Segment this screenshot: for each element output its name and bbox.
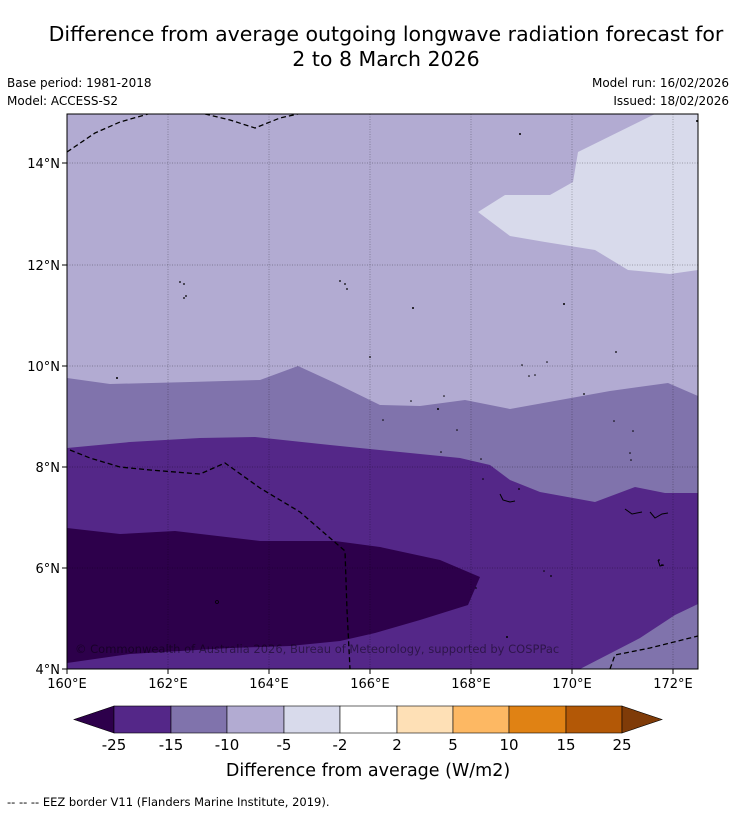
eez-border-lines <box>67 114 698 669</box>
eez-footnote: -- -- -- EEZ border V11 (Flanders Marine… <box>7 795 330 809</box>
lat-labels: 14°N 12°N 10°N 8°N 6°N 4°N <box>27 157 60 678</box>
meta-right: Model run: 16/02/2026 Issued: 18/02/2026 <box>592 74 729 110</box>
colorbar-tick-label: -5 <box>276 736 292 754</box>
band-minus15-minus10-south <box>580 604 698 669</box>
lat-label: 4°N <box>36 663 61 678</box>
colorbar-segment <box>508 705 567 734</box>
band-below-minus25 <box>67 528 480 663</box>
colorbar-tick-label: -15 <box>158 736 184 754</box>
map-frame <box>66 113 699 670</box>
colorbar-tick-label: -10 <box>214 736 240 754</box>
grid-lines <box>67 114 698 669</box>
lon-labels: 160°E 162°E 164°E 166°E 168°E 170°E 172°… <box>47 677 693 692</box>
colorbar-extend-low <box>73 705 115 734</box>
colorbar-segment <box>396 705 454 734</box>
colorbar-extend-high <box>621 705 663 734</box>
lon-label: 166°E <box>350 677 390 692</box>
meta-left: Base period: 1981-2018 Model: ACCESS-S2 <box>7 74 152 110</box>
lon-label: 168°E <box>451 677 491 692</box>
lat-label: 14°N <box>27 157 60 172</box>
colorbar-tick-label: -2 <box>332 736 348 754</box>
title-line-2: 2 to 8 March 2026 <box>292 47 480 71</box>
colorbar-segment <box>452 705 510 734</box>
atoll-outlines <box>499 493 669 567</box>
copyright-text: © Commonwealth of Australia 2026, Bureau… <box>75 642 559 656</box>
colorbar-tick-label: 25 <box>612 736 632 754</box>
colorbar-segment <box>339 705 398 734</box>
lon-label: 164°E <box>249 677 289 692</box>
colorbar-tick-label: 15 <box>556 736 576 754</box>
title-line-1: Difference from average outgoing longwav… <box>48 22 724 46</box>
band-minus5-minus2 <box>478 114 698 274</box>
colorbar-segment <box>565 705 623 734</box>
colorbar-tick-label: 2 <box>392 736 402 754</box>
model-text: Model: ACCESS-S2 <box>7 94 119 108</box>
forecast-field: © Commonwealth of Australia 2026, Bureau… <box>67 114 698 669</box>
issued-text: Issued: 18/02/2026 <box>613 94 729 108</box>
lat-label: 12°N <box>27 259 60 274</box>
map-title: Difference from average outgoing longwav… <box>0 22 736 72</box>
lon-label: 160°E <box>47 677 87 692</box>
colorbar <box>73 705 663 734</box>
island-markers <box>116 120 698 638</box>
colorbar-tick-label: 5 <box>448 736 458 754</box>
lat-label: 10°N <box>27 360 60 375</box>
lon-ticks <box>66 669 674 674</box>
colorbar-segment <box>170 705 228 734</box>
lon-label: 170°E <box>552 677 592 692</box>
lon-label: 162°E <box>148 677 188 692</box>
lat-label: 8°N <box>36 461 61 476</box>
lat-ticks <box>62 162 67 670</box>
model-run-text: Model run: 16/02/2026 <box>591 76 729 90</box>
colorbar-tick-label: -25 <box>101 736 127 754</box>
base-period-text: Base period: 1981-2018 <box>7 76 152 90</box>
colorbar-segment <box>113 705 172 734</box>
colorbar-tick-label: 10 <box>499 736 519 754</box>
colorbar-label: Difference from average (W/m2) <box>225 761 511 781</box>
colorbar-segment <box>283 705 341 734</box>
colorbar-segment <box>226 705 285 734</box>
lat-label: 6°N <box>36 562 61 577</box>
lon-label: 172°E <box>653 677 693 692</box>
